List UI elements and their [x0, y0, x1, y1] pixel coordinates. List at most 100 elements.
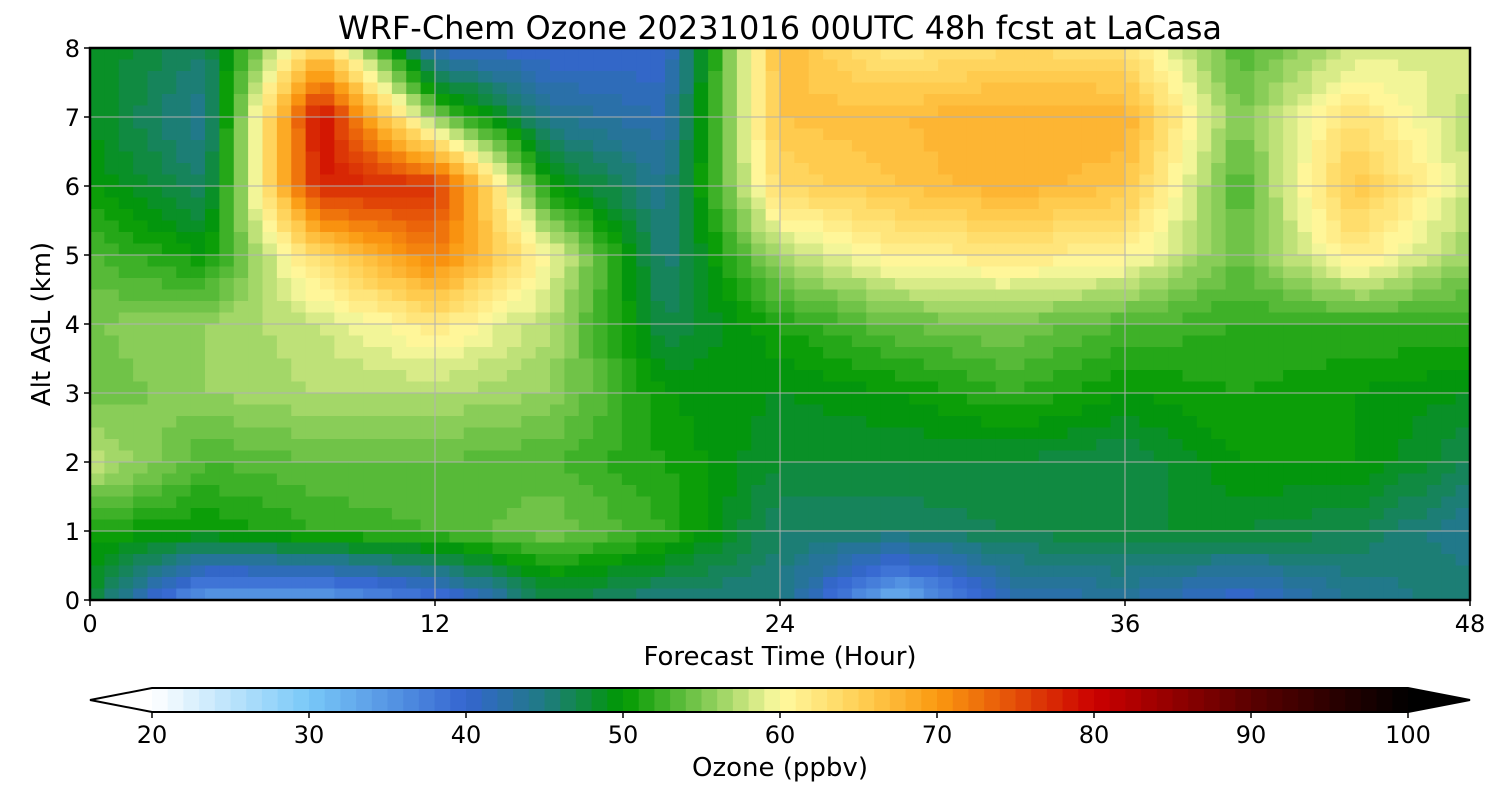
field-cell	[851, 381, 867, 394]
field-cell	[1125, 140, 1140, 153]
field-cell	[679, 508, 695, 521]
field-cell	[679, 473, 695, 486]
field-cell	[1081, 301, 1097, 314]
field-cell	[205, 577, 220, 590]
field-cell	[607, 140, 623, 153]
field-cell	[276, 255, 292, 268]
field-cell	[952, 485, 968, 498]
field-cell	[205, 312, 220, 325]
field-cell	[1268, 554, 1284, 567]
field-cell	[1168, 370, 1184, 383]
colorbar-tick-label: 70	[922, 721, 953, 749]
field-cell	[751, 347, 767, 360]
field-cell	[1326, 565, 1342, 578]
field-cell	[161, 324, 177, 337]
field-cell	[406, 588, 422, 601]
colorbar	[89, 687, 1471, 713]
field-cell	[823, 416, 839, 429]
field-cell	[1283, 301, 1299, 314]
field-cell	[1326, 508, 1342, 521]
field-cell	[866, 416, 882, 429]
field-cell	[665, 381, 680, 394]
field-cell	[693, 416, 709, 429]
field-cell	[1240, 243, 1255, 256]
field-cell	[808, 289, 824, 302]
field-cell	[291, 347, 307, 360]
field-cell	[363, 439, 379, 452]
field-cell	[348, 128, 364, 141]
field-cell	[219, 358, 235, 371]
field-cell	[363, 508, 379, 521]
field-cell	[1196, 439, 1212, 452]
field-cell	[90, 59, 105, 72]
field-cell	[348, 393, 364, 406]
field-cell	[808, 71, 824, 84]
field-cell	[1211, 485, 1227, 498]
field-cell	[348, 565, 364, 578]
field-cell	[1283, 335, 1299, 348]
field-cell	[1340, 140, 1356, 153]
field-cell	[1225, 588, 1241, 601]
field-cell	[1225, 140, 1241, 153]
field-cell	[1283, 439, 1299, 452]
field-cell	[1010, 255, 1025, 268]
field-cell	[535, 197, 551, 210]
field-cell	[578, 588, 594, 601]
field-cell	[133, 105, 149, 118]
field-cell	[1168, 496, 1184, 509]
field-cell	[952, 209, 968, 222]
field-cell	[1311, 324, 1327, 337]
field-cell	[1096, 174, 1112, 187]
field-cell	[780, 427, 795, 440]
field-cell	[420, 381, 436, 394]
field-cell	[1268, 140, 1284, 153]
field-cell	[1211, 243, 1227, 256]
field-cell	[1455, 404, 1471, 417]
field-cell	[521, 496, 537, 509]
field-cell	[1053, 542, 1069, 555]
field-cell	[406, 197, 422, 210]
field-cell	[1196, 94, 1212, 107]
field-cell	[262, 209, 278, 222]
field-cell	[1455, 94, 1471, 107]
field-cell	[1196, 128, 1212, 141]
field-cell	[463, 209, 479, 222]
field-cell	[693, 508, 709, 521]
field-cell	[391, 381, 407, 394]
field-cell	[708, 94, 724, 107]
field-cell	[205, 71, 220, 84]
field-cell	[823, 82, 839, 95]
field-cell	[1268, 220, 1284, 233]
field-cell	[1010, 508, 1025, 521]
field-cell	[463, 462, 479, 475]
field-cell	[751, 266, 767, 279]
field-cell	[880, 404, 896, 417]
field-cell	[305, 151, 321, 164]
field-cell	[923, 243, 939, 256]
field-cell	[1355, 197, 1370, 210]
field-cell	[1153, 324, 1169, 337]
field-cell	[564, 232, 580, 245]
field-cell	[420, 105, 436, 118]
field-cell	[147, 404, 163, 417]
field-cell	[693, 381, 709, 394]
field-cell	[391, 278, 407, 291]
field-cell	[736, 278, 752, 291]
field-cell	[1240, 209, 1255, 222]
field-cell	[478, 565, 494, 578]
field-cell	[1426, 416, 1442, 429]
field-cell	[305, 473, 321, 486]
field-cell	[679, 565, 695, 578]
field-cell	[1369, 358, 1385, 371]
field-cell	[650, 416, 666, 429]
field-cell	[262, 542, 278, 555]
field-cell	[665, 301, 680, 314]
field-cell	[693, 117, 709, 130]
field-cell	[262, 243, 278, 256]
field-cell	[1110, 151, 1126, 164]
field-cell	[923, 48, 939, 61]
field-cell	[1096, 427, 1112, 440]
field-cell	[665, 289, 680, 302]
field-cell	[823, 105, 839, 118]
field-cell	[808, 82, 824, 95]
